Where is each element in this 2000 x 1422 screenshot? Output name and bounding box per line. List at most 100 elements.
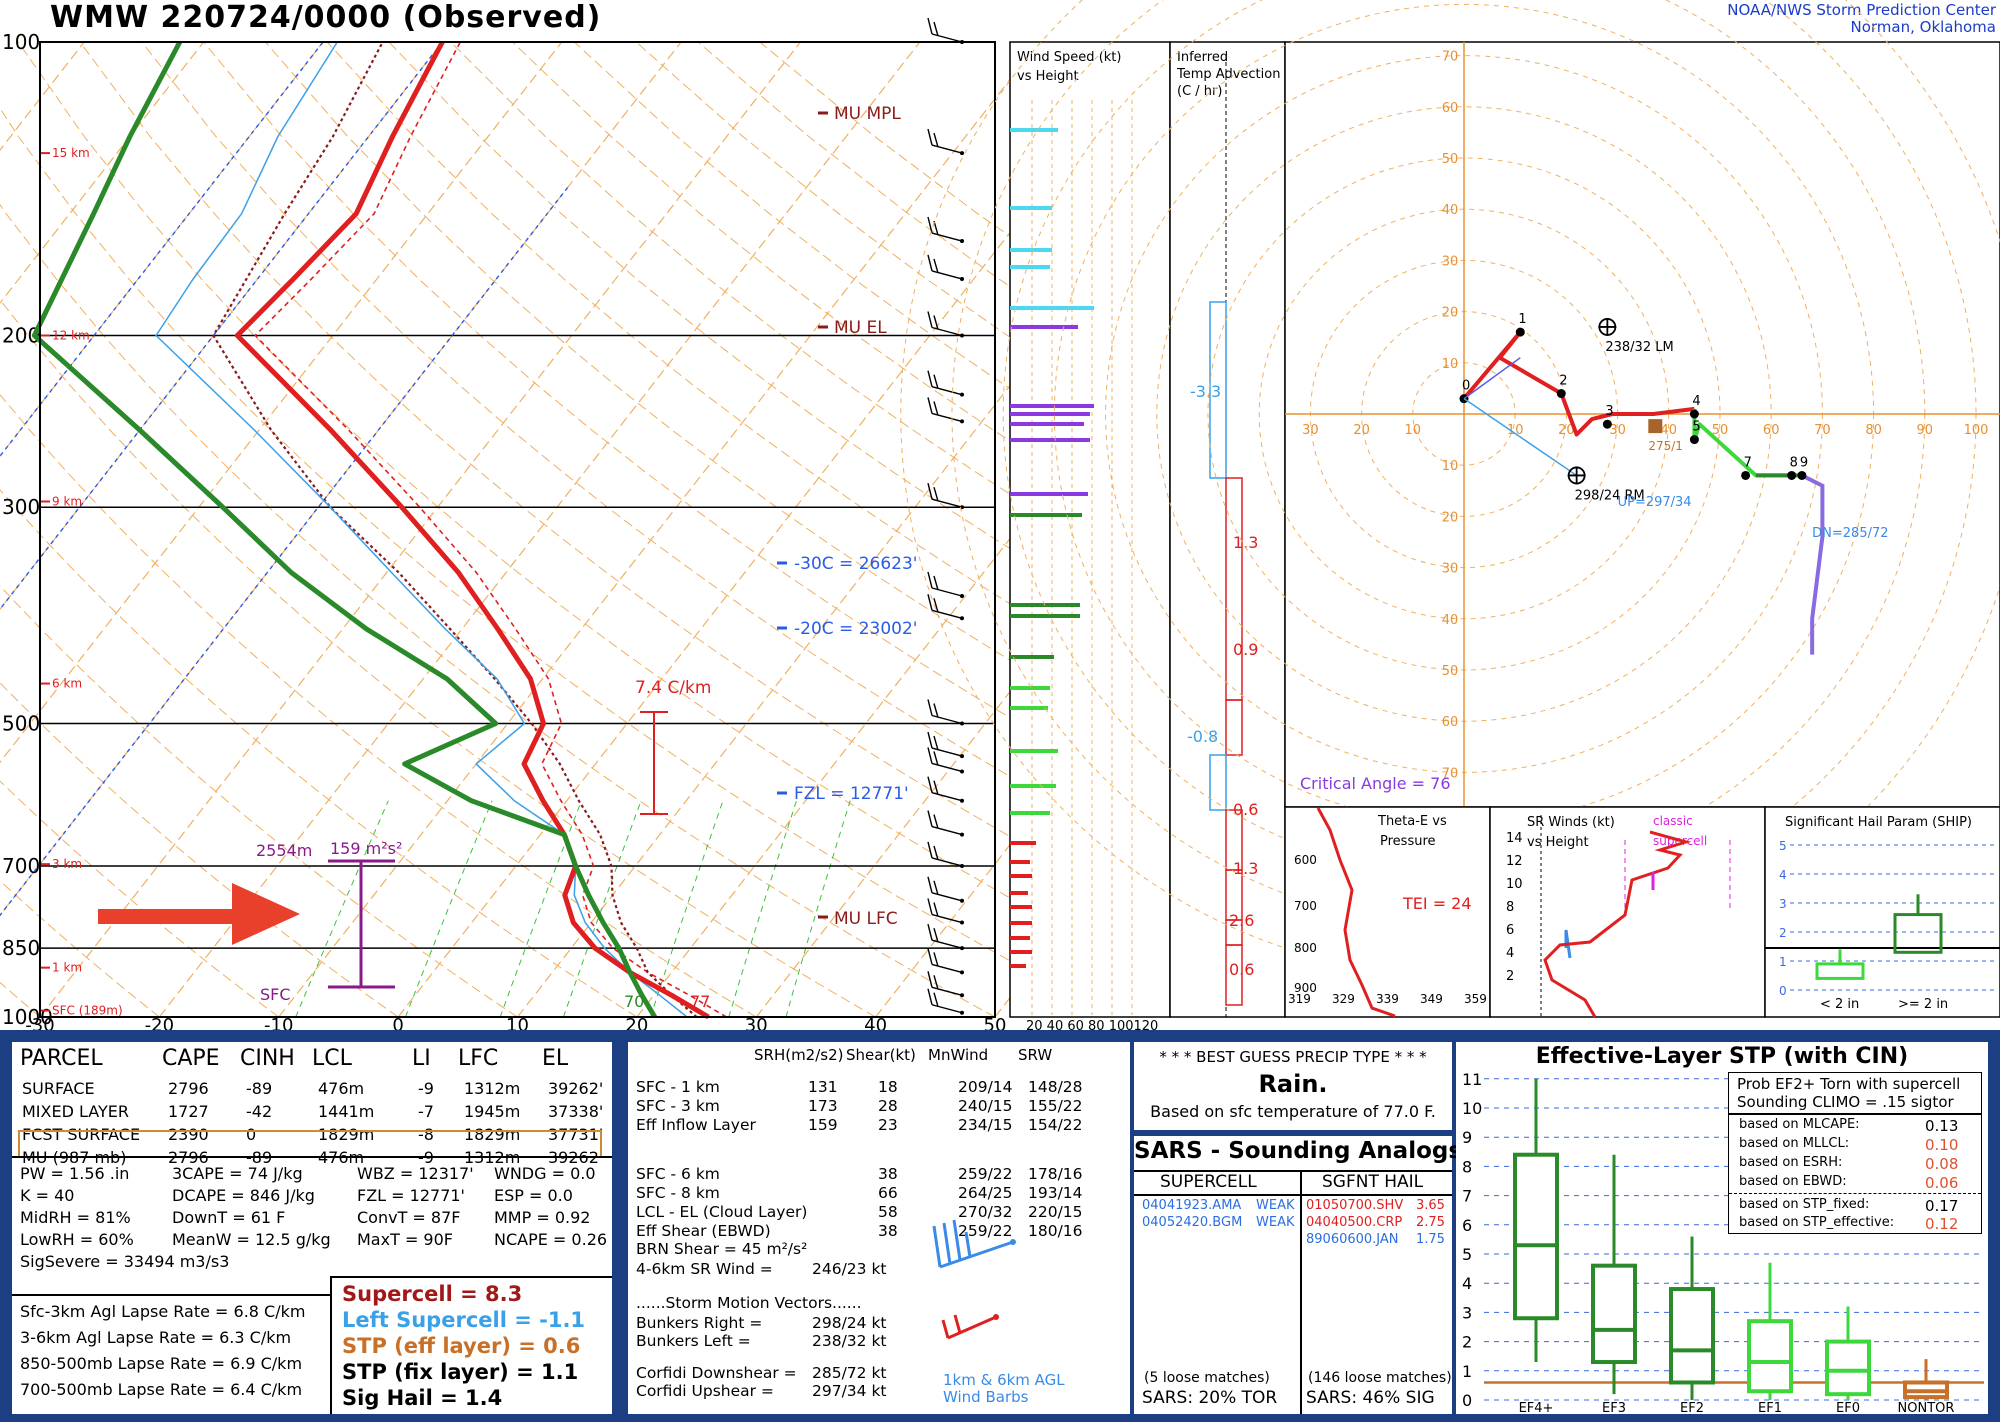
wind-barb-flag — [933, 487, 939, 502]
wind-barb-flag — [927, 397, 933, 414]
hodograph-ring-label-south: 10 — [1442, 459, 1459, 474]
stp-prob-value: 0.10 — [1925, 1136, 1959, 1154]
center-name: NOAA/NWS Storm Prediction Center — [1727, 1, 1996, 19]
stp-y-label: 6 — [1462, 1216, 1472, 1235]
kinematics-cell: LCL - EL (Cloud Layer) — [636, 1203, 808, 1221]
wind-barb-flag — [933, 845, 939, 861]
mixing-ratio-line — [295, 800, 389, 1018]
stp-y-label: 2 — [1462, 1333, 1472, 1352]
theta-e-x-label: 329 — [1332, 992, 1355, 1006]
hodograph-ring-label-north: 60 — [1442, 101, 1459, 116]
kinematics-cell: 264/25 — [958, 1184, 1013, 1202]
hodograph-height-dot — [1787, 470, 1797, 480]
theta-e-title2: Pressure — [1380, 834, 1436, 849]
stp-category-label: EF0 — [1836, 1401, 1860, 1414]
stp-panel: Effective-Layer STP (with CIN) 11 10 9 8 7 6 5… — [1456, 1042, 1988, 1414]
kinematics-cell: SFC - 3 km — [636, 1097, 720, 1115]
hodograph-ring-label-north: 30 — [1442, 254, 1459, 269]
wind-barb-staff — [931, 232, 963, 242]
sars-supercell-cat: WEAK — [1256, 1198, 1295, 1213]
hodograph-height-label: 7 — [1744, 455, 1752, 470]
kinematics-cell: 148/28 — [1028, 1078, 1083, 1096]
precip-basis: Based on sfc temperature of 77.0 F. — [1150, 1102, 1436, 1121]
kinematics-cell: 270/32 — [958, 1203, 1013, 1221]
dry-adiabat — [17, 41, 1235, 1018]
stp-y-label: 8 — [1462, 1157, 1472, 1176]
wind-barb-flag — [927, 254, 933, 272]
kinematics-value: 246/23 kt — [812, 1260, 887, 1278]
wind-barb-flag — [927, 731, 933, 749]
hodograph-height-label: 9 — [1800, 455, 1808, 470]
parcel-stat: FZL = 12771' — [357, 1186, 465, 1205]
parcel-stat: DCAPE = 846 J/kg — [172, 1186, 315, 1205]
temperature-label: -30 — [25, 1015, 54, 1030]
dry-adiabat — [0, 489, 638, 1018]
hodograph-ring-label-south: 70 — [1442, 766, 1459, 781]
hodograph-height-dot — [1515, 327, 1525, 337]
sars-sig-pct: SARS: 46% SIG — [1306, 1388, 1435, 1408]
stp-box — [1825, 1339, 1871, 1397]
minus20-isotherm — [0, 41, 443, 611]
ship-x-label: >= 2 in — [1898, 997, 1948, 1012]
height-label: SFC (189m) — [52, 1004, 123, 1018]
parcel-cell: 37731' — [548, 1125, 604, 1144]
theta-e-x-label: 359 — [1464, 992, 1487, 1006]
hodograph-u-label: 30 — [1302, 423, 1319, 438]
kinematics-line: Corfidi Upshear = — [636, 1382, 774, 1400]
parcel-cell: -8 — [418, 1125, 434, 1144]
parcel-header: CINH — [240, 1046, 295, 1071]
mixing-ratio-line — [499, 800, 582, 1018]
stp-category-label: EF1 — [1758, 1401, 1782, 1414]
height-label: 3 km — [52, 857, 82, 871]
ship-y-label: 5 — [1779, 839, 1787, 853]
temp-advection-value: 0.9 — [1233, 640, 1258, 659]
lapse-rate: Sfc-3km Agl Lapse Rate = 6.8 C/km — [20, 1302, 306, 1321]
wind-barb-staff — [931, 892, 963, 902]
temp-adv-title2: Temp Advection — [1176, 67, 1280, 82]
mean-wind-marker — [1648, 419, 1663, 434]
mixing-ratio-line — [405, 800, 493, 1018]
mixing-ratio-line — [728, 800, 797, 1018]
wind-barb-dot — [960, 333, 964, 338]
sars-hail-id: 01050700.SHV — [1306, 1198, 1404, 1213]
wind-barb-flag — [933, 258, 939, 274]
wind-barb-staff — [931, 825, 963, 836]
sr-height-label: 6 — [1506, 923, 1514, 938]
stp-prob-label: based on EBWD: — [1739, 1174, 1847, 1189]
theta-e-pressure-label: 900 — [1294, 981, 1317, 995]
stp-prob-box: Prob EF2+ Torn with supercell Sounding C… — [1728, 1072, 1982, 1234]
wind-barb-dot — [960, 993, 964, 998]
hodograph-height-label: 1 — [1518, 312, 1526, 327]
sars-hail-val: 1.75 — [1416, 1232, 1445, 1247]
critical-angle-label: Critical Angle = 76 — [1300, 774, 1451, 793]
kinematics-value: 298/24 kt — [812, 1314, 887, 1332]
hodograph-u-label: 20 — [1353, 423, 1370, 438]
stp-box — [1669, 1287, 1715, 1385]
wind-barb-dot — [960, 920, 964, 925]
kinematics-cell: SFC - 8 km — [636, 1184, 720, 1202]
hodograph-u-label: 90 — [1917, 423, 1934, 438]
wind-barb-staff — [931, 609, 963, 619]
hodograph-u-label: 20 — [1558, 423, 1575, 438]
wind-barb-flag — [927, 128, 933, 146]
mu-lfc-label: MU LFC — [834, 909, 898, 929]
sr-winds-title2: vs Height — [1527, 835, 1589, 850]
isotherm — [517, 41, 1279, 1018]
6km-barb-dot — [1010, 1239, 1016, 1245]
sr-height-label: 2 — [1506, 969, 1514, 984]
height-label: 12 km — [52, 329, 90, 343]
wind-barb-flag — [927, 370, 933, 387]
wind-barb-flag — [933, 220, 939, 236]
mu-el-label: MU EL — [834, 318, 887, 338]
kinematics-cell: SFC - 1 km — [636, 1078, 720, 1096]
ship-panel: Significant Hail Param (SHIP) 5 4 3 2 1 0 < 2 … — [1764, 806, 2000, 1018]
sr-lowlevel-trace — [1564, 929, 1572, 959]
precip-value: Rain. — [1258, 1070, 1328, 1098]
hodograph-ring-label-north: 20 — [1442, 306, 1459, 321]
temp-advection-bar — [1225, 944, 1243, 1006]
composite-param: STP (eff layer) = 0.6 — [342, 1334, 581, 1358]
stp-prob-label: based on STP_effective: — [1739, 1215, 1895, 1230]
temp-advection-panel: Inferred Temp Advection (C / hr) -3.3 1.3… — [1169, 41, 1286, 1018]
hodograph-u-label: 70 — [1814, 423, 1831, 438]
parcel-cell: 37338' — [548, 1102, 604, 1121]
